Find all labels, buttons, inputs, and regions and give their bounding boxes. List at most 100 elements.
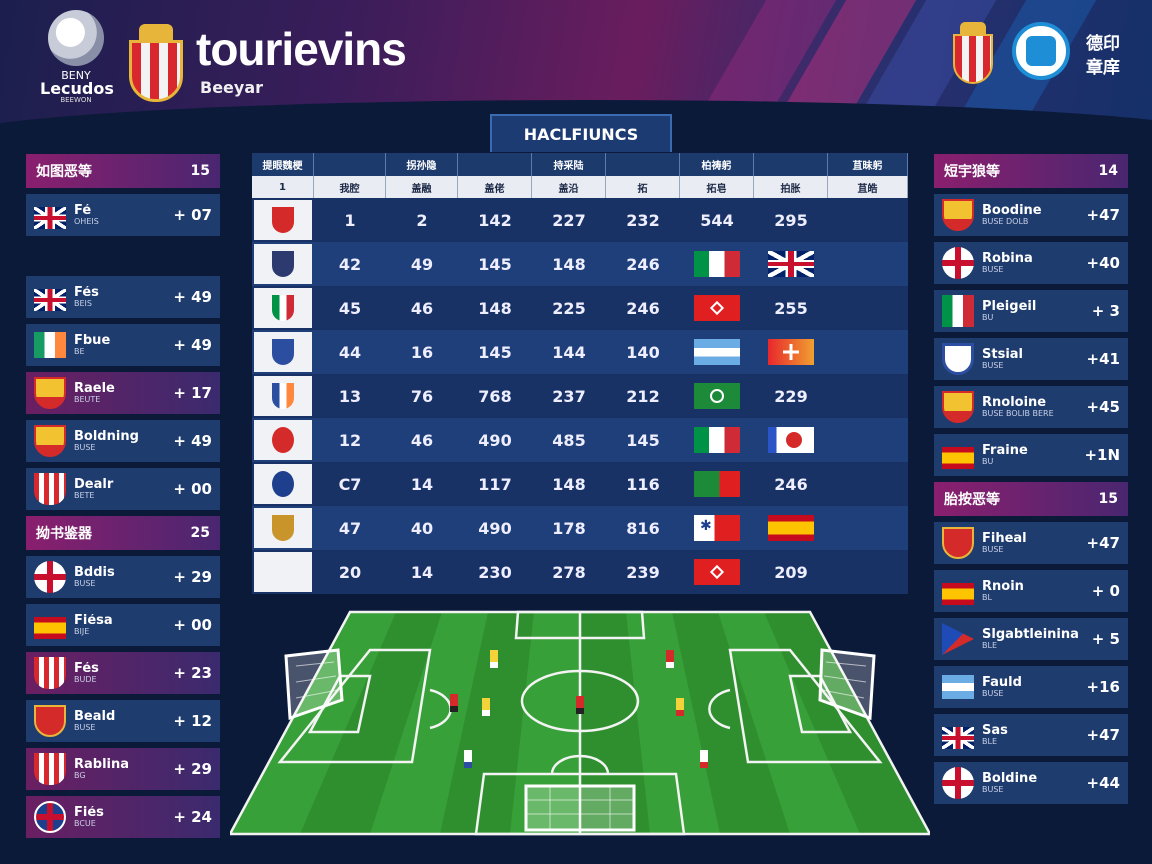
team-row[interactable]: Beald BUSE + 12 <box>26 700 220 742</box>
table-row[interactable]: 13 76 768 237 212 229 <box>252 374 908 418</box>
table-header-cell[interactable] <box>606 153 680 176</box>
table-header-cell[interactable]: 提眼魏梗 <box>252 153 314 176</box>
table-title[interactable]: HACLFIUNCS <box>490 114 672 152</box>
league-logo[interactable]: BENY Lecudos BEEWON <box>40 10 114 110</box>
table-header-cell[interactable]: 苴昧躬 <box>828 153 908 176</box>
team-row[interactable]: Fé OHEIS + 07 <box>26 194 220 236</box>
star-crest-icon <box>254 464 312 504</box>
table-subheader-cell[interactable]: 我腔 <box>314 176 386 198</box>
team-points: + 49 <box>173 336 212 354</box>
table-cell: 237 <box>552 386 586 406</box>
round-badge-icon[interactable] <box>1012 22 1070 80</box>
right-standings-panel: 短宇狼等 14 Boodine BUSE DOLB +47 Robina BUSE +40 Pl… <box>934 154 1128 810</box>
team-subtitle: BEUTE <box>74 394 101 404</box>
table-row[interactable]: 12 46 490 485 145 <box>252 418 908 462</box>
table-cell: 46 <box>410 298 434 318</box>
group-header[interactable]: 短宇狼等 14 <box>934 154 1128 188</box>
football-pitch[interactable] <box>227 606 933 838</box>
club-crest-right[interactable] <box>952 22 994 88</box>
team-crest-icon <box>942 446 974 469</box>
table-header-cell[interactable]: 拐孙隐 <box>386 153 458 176</box>
team-points: + 29 <box>173 568 212 586</box>
team-names: Slgabtleinina BLE <box>982 628 1092 650</box>
table-subheader-cell[interactable]: 苴皓 <box>828 176 908 198</box>
table-header-cell[interactable] <box>458 153 532 176</box>
team-row[interactable]: Sas BLE +47 <box>934 714 1128 756</box>
logo-glyph <box>272 339 294 365</box>
team-crest-icon <box>942 295 974 327</box>
table-header-cell[interactable]: 柏祷躬 <box>680 153 754 176</box>
table-row[interactable]: 45 46 148 225 246 255 <box>252 286 908 330</box>
flag-icon <box>694 251 740 277</box>
team-row[interactable]: Fiésa BIJE + 00 <box>26 604 220 646</box>
team-row[interactable]: Stsial BUSE +41 <box>934 338 1128 380</box>
team-row[interactable]: Fauld BUSE +16 <box>934 666 1128 708</box>
team-row[interactable]: Boodine BUSE DOLB +47 <box>934 194 1128 236</box>
table-cell: 45 <box>338 298 362 318</box>
table-cell <box>680 330 754 374</box>
table-cell <box>828 330 908 374</box>
team-row[interactable]: Fraine BU +1N <box>934 434 1128 476</box>
team-row[interactable]: Bddis BUSE + 29 <box>26 556 220 598</box>
table-subheader-cell[interactable]: 拍胀 <box>754 176 828 198</box>
table-subheader-cell[interactable]: 盖沿 <box>532 176 606 198</box>
table-subheader-cell[interactable]: 盖佬 <box>458 176 532 198</box>
group-header[interactable]: 胎按恶等 15 <box>934 482 1128 516</box>
team-row[interactable]: Rnoin BL + 0 <box>934 570 1128 612</box>
team-row[interactable]: Rnoloine BUSE BOLIB BERE +45 <box>934 386 1128 428</box>
team-names: Bddis BUSE <box>74 566 173 588</box>
flag-icon <box>694 427 740 453</box>
table-row[interactable]: 47 40 490 178 816 <box>252 506 908 550</box>
table-row[interactable]: 42 49 145 148 246 <box>252 242 908 286</box>
page-subtitle: Beeyar <box>200 78 264 97</box>
league-tag: BEEWON <box>60 96 92 104</box>
logo-glyph <box>272 295 294 321</box>
table-header-cell[interactable]: 持采陆 <box>532 153 606 176</box>
table-subheader-row: 1 我腔 盖融 盖佬 盖沿拓拓皂 拍胀 苴皓 <box>252 176 908 198</box>
team-row[interactable]: Rablina BG + 29 <box>26 748 220 790</box>
group-header[interactable]: 拗书鉴器 25 <box>26 516 220 550</box>
logo-glyph <box>272 207 294 233</box>
team-points: + 12 <box>173 712 212 730</box>
table-row[interactable]: 1 2 142 227 232 544 295 <box>252 198 908 242</box>
team-row[interactable]: Raele BEUTE + 17 <box>26 372 220 414</box>
group-count: 14 <box>1098 163 1118 179</box>
table-subheader-cell[interactable]: 1 <box>252 176 314 198</box>
table-cell: 148 <box>552 254 586 274</box>
table-cell: 246 <box>774 474 808 494</box>
team-row[interactable]: Fiés BCUE + 24 <box>26 796 220 838</box>
table-cell: 485 <box>552 430 586 450</box>
team-crest-icon <box>34 288 66 311</box>
team-row[interactable]: Fés BUDE + 23 <box>26 652 220 694</box>
team-row[interactable]: Fés BEIS + 49 <box>26 276 220 318</box>
team-row[interactable]: Pleigeil BU + 3 <box>934 290 1128 332</box>
table-row[interactable]: 44 16 145 144 140 <box>252 330 908 374</box>
team-row[interactable]: Fbue BE + 49 <box>26 324 220 366</box>
table-row[interactable]: 20 14 230 278 239 209 <box>252 550 908 594</box>
table-cell <box>754 506 828 550</box>
group-header[interactable]: 如图恶等 15 <box>26 154 220 188</box>
table-row[interactable]: C7 14 117 148 116 246 <box>252 462 908 506</box>
club-crest[interactable] <box>128 24 184 106</box>
team-row[interactable]: Fiheal BUSE +47 <box>934 522 1128 564</box>
table-subheader-cell[interactable]: 拓 <box>606 176 680 198</box>
table-subheader-cell[interactable]: 盖融 <box>386 176 458 198</box>
shield-blue-icon <box>254 244 312 284</box>
team-row[interactable]: Boldine BUSE +44 <box>934 762 1128 804</box>
table-header-cell[interactable] <box>754 153 828 176</box>
team-row[interactable]: Robina BUSE +40 <box>934 242 1128 284</box>
table-header-cell[interactable] <box>314 153 386 176</box>
table-cell <box>828 286 908 330</box>
team-subtitle: BEIS <box>74 298 92 308</box>
table-cell: 145 <box>478 254 512 274</box>
table-subheader-cell[interactable]: 拓皂 <box>680 176 754 198</box>
team-points: + 5 <box>1091 630 1120 648</box>
team-row[interactable]: Slgabtleinina BLE + 5 <box>934 618 1128 660</box>
table-cell: 142 <box>478 210 512 230</box>
table-cell <box>828 462 908 506</box>
team-row[interactable]: Boldning BUSE + 49 <box>26 420 220 462</box>
table-cell <box>680 374 754 418</box>
team-subtitle: BLE <box>982 736 997 746</box>
team-row[interactable]: Dealr BETE + 00 <box>26 468 220 510</box>
team-subtitle: BUSE <box>74 722 96 732</box>
